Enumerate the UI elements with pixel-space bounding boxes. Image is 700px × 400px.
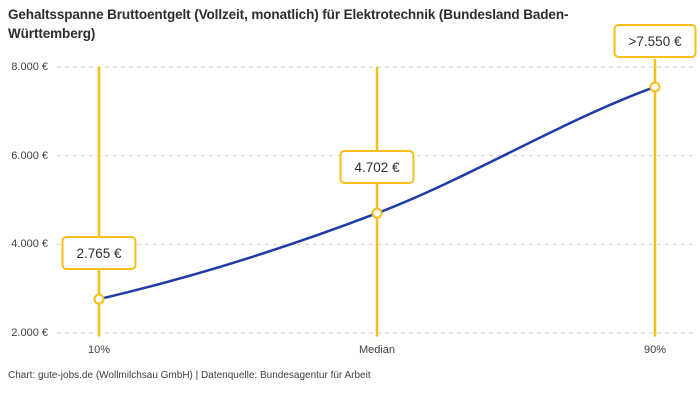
percentile-marker-lines [97,58,657,337]
chart-title: Gehaltsspanne Bruttoentgelt (Vollzeit, m… [8,7,569,41]
data-point-marker [649,81,661,93]
y-axis-tick-label: 4.000 € [11,238,48,251]
data-point-marker [371,207,383,219]
value-label-box: 4.702 € [339,150,415,185]
x-axis-tick-label: 10% [87,344,111,356]
data-point-markers [93,81,661,305]
x-axis-tick-label: 90% [643,344,667,356]
y-axis-tick-label: 8.000 € [11,61,48,73]
data-point-marker [93,293,105,305]
y-axis-tick-label: 6.000 € [11,149,48,162]
chart-credit: Chart: gute-jobs.de (Wollmilchsau GmbH) … [8,370,371,381]
y-axis-tick-label: 2.000 € [11,327,48,339]
x-axis-tick-label: Median [358,344,396,356]
value-label-box: 2.765 € [61,236,137,271]
value-label-box: >7.550 € [613,23,697,58]
